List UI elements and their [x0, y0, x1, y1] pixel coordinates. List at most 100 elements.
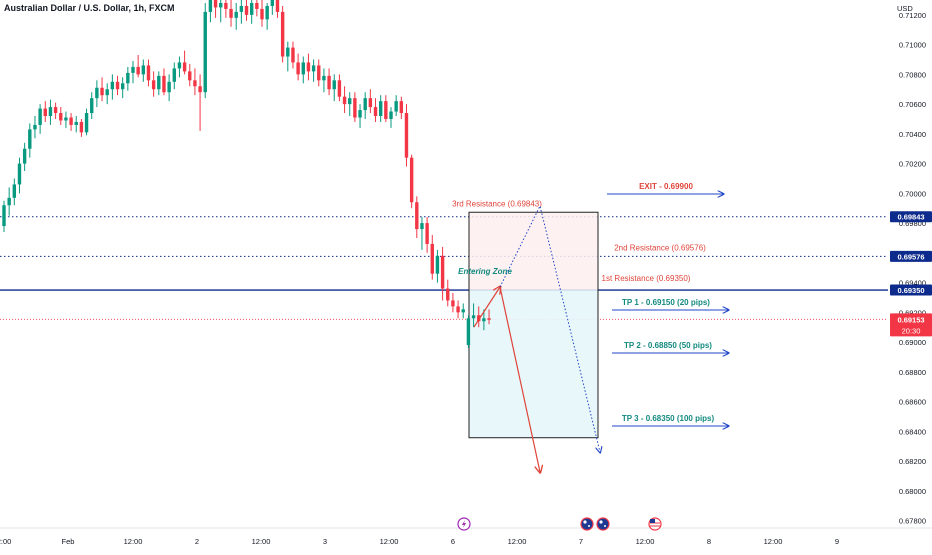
- candle: [332, 74, 336, 102]
- candle: [430, 234, 434, 280]
- candle-body: [126, 72, 130, 84]
- candle: [90, 92, 94, 119]
- candle: [409, 154, 414, 209]
- time-tick-label: 12:00: [764, 537, 783, 546]
- candle-body: [244, 5, 249, 15]
- candle-body: [322, 75, 326, 81]
- candle: [353, 92, 357, 122]
- candle-body: [358, 110, 362, 118]
- candle-body: [456, 306, 460, 313]
- candle: [59, 107, 63, 125]
- projected-path[interactable]: [499, 204, 600, 452]
- candle: [48, 99, 53, 125]
- candle: [43, 101, 47, 122]
- candle-body: [193, 80, 197, 87]
- symbol-title: Australian Dollar / U.S. Dollar, 1h, FXC…: [4, 3, 175, 13]
- au-flag-event-icon[interactable]: [580, 517, 594, 531]
- candle-body: [208, 0, 213, 12]
- candle-body: [224, 2, 228, 9]
- candle: [213, 0, 218, 18]
- candle: [177, 56, 182, 78]
- candle-body: [373, 107, 378, 117]
- candle-body: [69, 117, 73, 125]
- candle-body: [213, 0, 218, 8]
- candle: [120, 77, 125, 99]
- candle: [301, 56, 305, 84]
- candle-body: [79, 121, 84, 133]
- candle-body: [286, 47, 290, 57]
- candle: [105, 83, 109, 105]
- candle: [28, 123, 32, 158]
- candle: [136, 55, 140, 78]
- price-tick-label: 0.68000: [899, 487, 926, 496]
- candle-body: [348, 98, 352, 105]
- candle: [265, 2, 269, 30]
- candle: [425, 217, 429, 253]
- candle: [17, 157, 22, 194]
- time-tick-label: 7: [579, 537, 583, 546]
- candle: [157, 71, 161, 96]
- price-axis[interactable]: [888, 0, 932, 550]
- candle-body: [131, 66, 135, 73]
- resistance-2-tag-label: 0.69576: [897, 252, 924, 261]
- candle: [239, 0, 244, 24]
- price-tick-label: 0.70400: [899, 130, 926, 139]
- candle: [249, 0, 254, 24]
- candle: [167, 74, 171, 102]
- price-tick-label: 0.68800: [899, 368, 926, 377]
- candle-body: [74, 121, 78, 125]
- candle-body: [167, 81, 171, 93]
- candle: [182, 50, 187, 75]
- candle-body: [466, 318, 471, 346]
- stop-zone: [469, 212, 598, 291]
- candle-body: [425, 223, 429, 244]
- candle-body: [17, 163, 22, 185]
- candle: [162, 68, 166, 96]
- candle: [126, 66, 130, 91]
- candle: [337, 74, 342, 102]
- candle: [69, 113, 73, 131]
- time-tick-label: 6: [451, 537, 455, 546]
- candle: [342, 86, 347, 114]
- candle: [327, 68, 331, 96]
- resistance-2-label: 2nd Resistance (0.69576): [614, 243, 706, 252]
- candle-body: [151, 80, 156, 90]
- entry-arrow[interactable]: [473, 287, 500, 328]
- candle: [84, 108, 89, 136]
- candle-body: [270, 0, 275, 6]
- time-tick-label: 8: [707, 537, 711, 546]
- candle-body: [420, 223, 424, 230]
- candle-body: [157, 75, 161, 90]
- candle: [466, 315, 471, 349]
- flash-event-icon[interactable]: [457, 517, 471, 531]
- price-tick-label: 0.70800: [899, 70, 926, 79]
- candle-body: [115, 81, 120, 90]
- price-tick-label: 0.70600: [899, 100, 926, 109]
- candle-body: [451, 300, 455, 307]
- candle-body: [363, 98, 367, 111]
- candle-body: [141, 65, 146, 75]
- candle: [12, 178, 17, 206]
- candle: [317, 59, 321, 87]
- price-tick-label: 0.69400: [899, 279, 926, 288]
- candle: [461, 303, 465, 319]
- candle-body: [306, 62, 311, 72]
- candle-body: [301, 62, 305, 75]
- price-tick-label: 0.70200: [899, 160, 926, 169]
- candle-body: [172, 68, 176, 82]
- au-flag-event-icon-2[interactable]: [596, 517, 610, 531]
- candle: [38, 104, 42, 134]
- time-tick-label: 12:00: [508, 537, 527, 546]
- time-tick-label: 12:00: [636, 537, 655, 546]
- candle-body: [239, 5, 244, 12]
- candle: [368, 89, 373, 114]
- candle-body: [28, 129, 32, 149]
- candle-body: [482, 318, 486, 322]
- tp1-label: TP 1 - 0.69150 (20 pips): [622, 298, 710, 307]
- candle-body: [59, 113, 63, 121]
- candle-body: [249, 2, 254, 15]
- us-flag-event-icon[interactable]: [648, 517, 662, 531]
- drop-arrow[interactable]: [499, 286, 540, 472]
- candle-body: [2, 205, 6, 227]
